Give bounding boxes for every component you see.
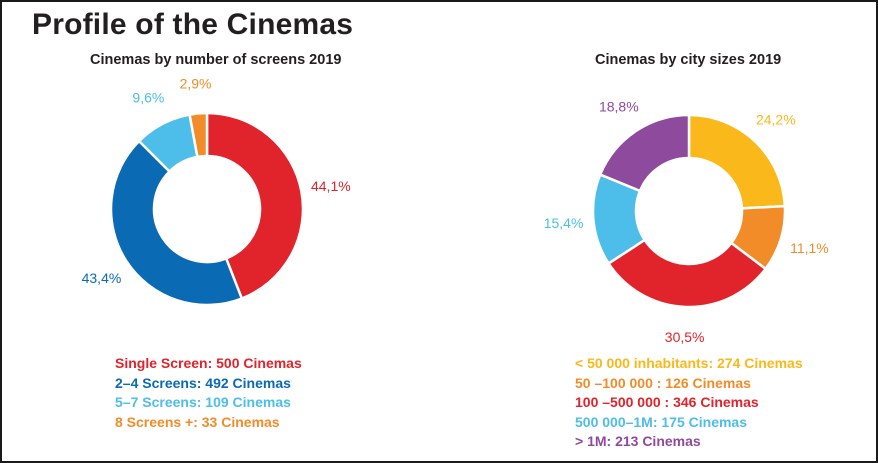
legend-item-1m: > 1M: 213 Cinemas	[575, 433, 701, 449]
legend-item-8-screens: 8 Screens +: 33 Cinemas	[115, 413, 280, 430]
slice-single-screen	[205, 111, 305, 300]
value-label-1m: 18,8%	[599, 98, 639, 114]
slice-50-000-inhabitants	[687, 113, 787, 210]
legend-item-500-000-1m: 500 000–1M: 175 Cinemas	[575, 413, 747, 430]
slice-2-4-screens	[109, 139, 244, 307]
chart-title-screens: Cinemas by number of screens 2019	[90, 52, 342, 68]
legend-item-5-7-screens: 5–7 Screens: 109 Cinemas	[115, 394, 291, 410]
chart-title-city-sizes: Cinemas by city sizes 2019	[595, 52, 782, 68]
slice-8-screens	[188, 111, 209, 159]
value-label-100-500-000: 30,5%	[665, 329, 705, 345]
legend-item-50-100-000: 50 –100 000 : 126 Cinemas	[575, 374, 751, 391]
value-label-2-4-screens: 43,4%	[82, 270, 122, 286]
value-label-single-screen: 44,1%	[311, 178, 351, 194]
page-title: Profile of the Cinemas	[32, 8, 354, 41]
value-label-5-7-screens: 9,6%	[132, 89, 164, 105]
slice-100-500-000	[607, 238, 767, 309]
legend-item-2-4-screens: 2–4 Screens: 492 Cinemas	[115, 374, 291, 391]
legend-item-single-screen: Single Screen: 500 Cinemas	[115, 355, 302, 371]
value-label-50-000-inhabitants: 24,2%	[756, 112, 796, 128]
value-label-8-screens: 2,9%	[180, 76, 212, 92]
legend-city-sizes: < 50 000 inhabitants: 274 Cinemas 50 –100…	[575, 354, 803, 452]
legend-item-50-000-inhabitants: < 50 000 inhabitants: 274 Cinemas	[575, 355, 803, 371]
slice-1m	[598, 113, 691, 193]
value-label-500-000-1m: 15,4%	[544, 215, 584, 231]
value-label-50-100-000: 11,1%	[790, 240, 829, 256]
legend-screens: Single Screen: 500 Cinemas 2–4 Screens: 4…	[115, 354, 302, 432]
legend-item-100-500-000: 100 –500 000 : 346 Cinemas	[575, 394, 759, 410]
